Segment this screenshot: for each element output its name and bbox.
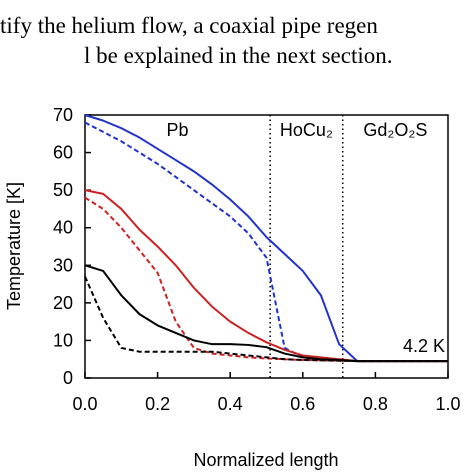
body-text: tify the helium flow, a coaxial pipe reg… (0, 13, 378, 38)
y-axis-label: Temperature [K] (4, 182, 24, 310)
data-line (84, 276, 448, 363)
y-tick-label: 20 (53, 293, 73, 313)
y-tick-label: 50 (53, 180, 73, 200)
y-tick-label: 40 (53, 218, 73, 238)
region-label: Pb (167, 120, 189, 140)
y-tick-label: 70 (53, 105, 73, 125)
body-text: l be explained in the next section. (84, 43, 393, 68)
x-tick-label: 0.0 (72, 394, 97, 414)
data-line (84, 189, 448, 363)
x-tick-label: 0.4 (218, 394, 243, 414)
region-label: Gd₂O₂S (363, 120, 427, 140)
region-label: HoCu₂ (280, 120, 333, 140)
x-axis-label: Normalized length (193, 450, 338, 470)
x-tick-label: 0.8 (363, 394, 388, 414)
x-tick-label: 0.6 (290, 394, 315, 414)
data-line (84, 196, 448, 363)
annotation: 4.2 K (403, 336, 445, 356)
data-line (84, 114, 448, 363)
y-tick-label: 30 (53, 255, 73, 275)
data-line (84, 264, 448, 363)
y-tick-label: 0 (63, 368, 73, 388)
x-tick-label: 0.2 (145, 394, 170, 414)
plot-frame (84, 114, 449, 379)
y-tick-label: 10 (53, 330, 73, 350)
x-tick-label: 1.0 (435, 394, 460, 414)
data-line (84, 121, 448, 363)
y-tick-label: 60 (53, 143, 73, 163)
